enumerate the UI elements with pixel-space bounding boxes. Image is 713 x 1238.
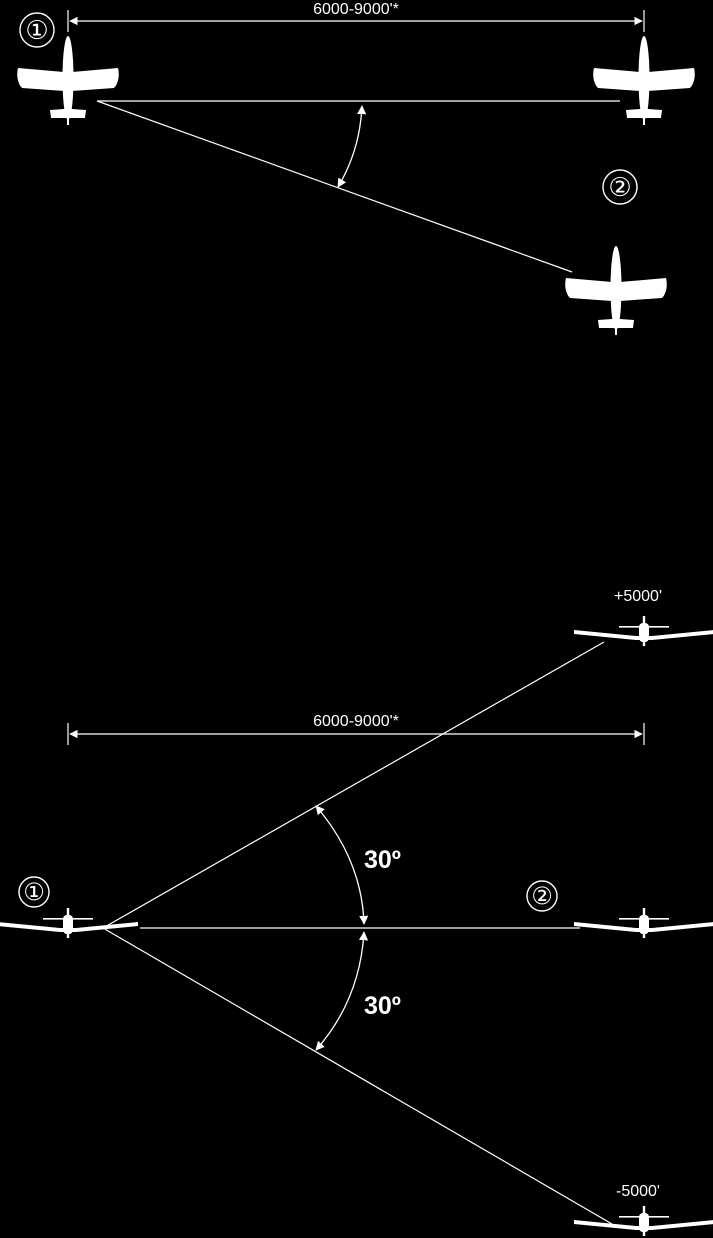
side-high-aircraft-icon xyxy=(574,616,713,646)
upper-sight-line xyxy=(102,641,605,929)
side-wing-marker: ② xyxy=(526,880,558,912)
lower-angle-label: 30º xyxy=(364,992,401,1020)
side-level-aircraft-icon xyxy=(574,908,713,938)
top-spacing-label: 6000-9000'* xyxy=(313,1,399,18)
low-altitude-label: -5000' xyxy=(616,1183,660,1200)
top-view: 6000-9000'* ① ② xyxy=(17,1,695,335)
upper-angle-label: 30º xyxy=(364,846,401,874)
top-wing-aircraft-trail-icon xyxy=(565,246,667,335)
top-bearing-line xyxy=(96,100,573,273)
side-spacing-dimension: 6000-9000'* xyxy=(67,713,645,745)
side-lead-aircraft-icon xyxy=(0,908,138,938)
top-wing-number: ② xyxy=(608,172,631,202)
top-angle-arc xyxy=(337,105,367,188)
high-altitude-label: +5000' xyxy=(614,588,662,605)
lower-sight-line xyxy=(102,927,613,1225)
top-lead-marker: ① xyxy=(19,12,55,48)
side-view: +5000' -5000' 6000-9000'* ① ② 30º 30º xyxy=(0,588,713,1236)
side-lead-number: ① xyxy=(23,879,45,906)
top-lead-aircraft-icon xyxy=(17,36,119,125)
top-spacing-dimension: 6000-9000'* xyxy=(67,1,645,32)
side-wing-number: ② xyxy=(531,883,553,910)
top-wing-marker: ② xyxy=(602,169,638,205)
side-lead-marker: ① xyxy=(18,876,50,908)
top-wing-aircraft-forward-icon xyxy=(593,36,695,125)
lower-angle-arc xyxy=(315,931,369,1051)
top-lead-number: ① xyxy=(25,15,48,45)
upper-angle-arc xyxy=(315,805,369,925)
side-low-aircraft-icon xyxy=(574,1206,713,1236)
side-spacing-label: 6000-9000'* xyxy=(313,713,399,730)
